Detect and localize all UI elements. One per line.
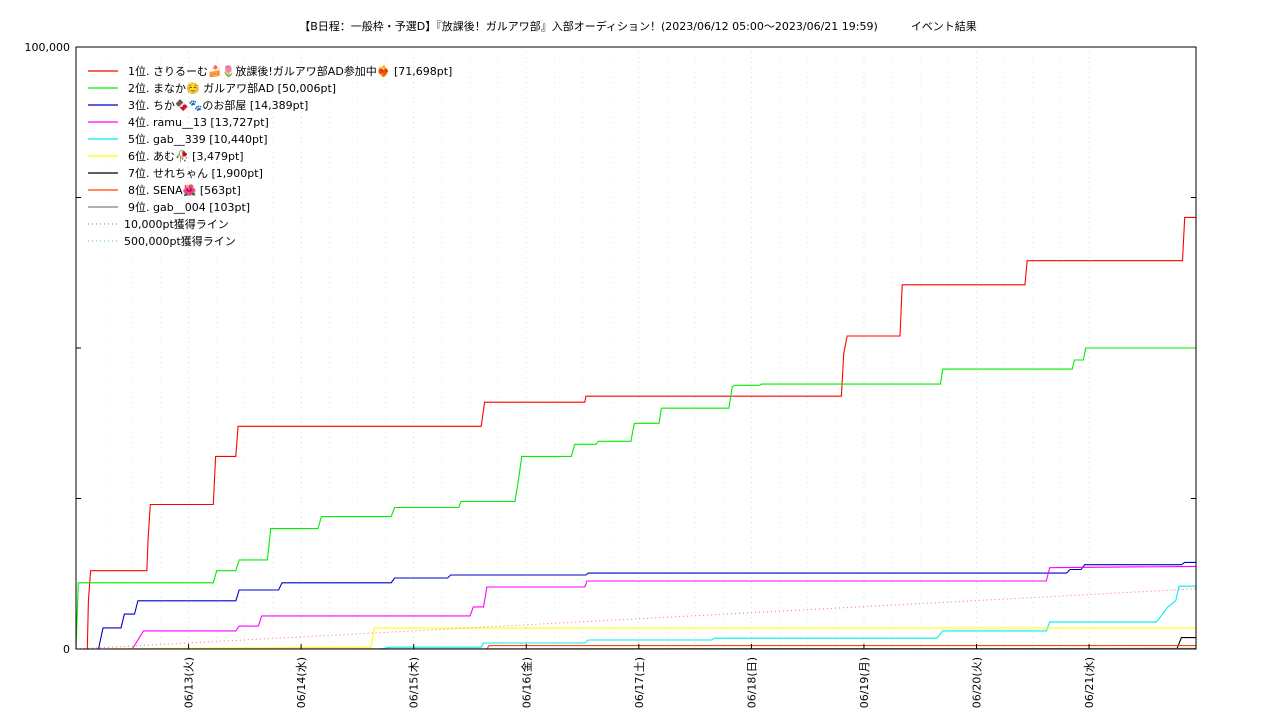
legend-label: 6位. あむ🥀 [3,479pt] [128, 149, 244, 163]
series-line-10 [75, 588, 1197, 650]
legend-label: 10,000pt獲得ライン [124, 218, 229, 231]
y-tick-top: 100,000 [25, 41, 71, 54]
legend-label: 1位. さりるーむ🍰🌷放課後!ガルアワ部AD参加中❤️‍🔥 [71,698pt] [128, 64, 452, 78]
x-tick-label: 06/16(金) [519, 657, 533, 708]
series-line-4 [131, 565, 1197, 650]
legend-label: 9位. gab__004 [103pt] [128, 200, 250, 214]
x-tick-label: 06/21(水) [1083, 657, 1096, 708]
series-group [75, 216, 1197, 650]
legend-label: 500,000pt獲得ライン [124, 235, 236, 248]
y-tick-bottom: 0 [63, 643, 70, 656]
x-tick-label: 06/17(土) [633, 657, 646, 708]
series-line-6 [104, 627, 1196, 650]
x-tick-label: 06/19(月) [858, 657, 871, 708]
legend: 1位. さりるーむ🍰🌷放課後!ガルアワ部AD参加中❤️‍🔥 [71,698pt]… [88, 64, 452, 248]
series-line-1 [86, 216, 1196, 650]
x-tick-label: 06/13(火) [183, 657, 196, 708]
x-tick-label: 06/20(火) [971, 657, 984, 708]
x-ticks: 06/13(火) 06/14(水) 06/15(木) 06/16(金) 06/17(土)… [183, 644, 1096, 708]
legend-label: 8位. SENA🌺 [563pt] [128, 183, 241, 197]
legend-label: 5位. gab__339 [10,440pt] [128, 132, 268, 146]
legend-label: 2位. まなか☺️ ガルアワ部AD [50,006pt] [128, 81, 336, 95]
legend-label: 4位. ramu__13 [13,727pt] [128, 115, 269, 129]
series-line-5 [379, 585, 1196, 650]
x-tick-label: 06/15(木) [408, 657, 421, 708]
legend-label: 3位. ちか🍫🐾のお部屋 [14,389pt] [128, 98, 308, 112]
legend-label: 7位. せれちゃん [1,900pt] [128, 166, 263, 180]
series-line-2 [75, 347, 1196, 650]
series-line-3 [97, 561, 1196, 650]
plot-frame [75, 46, 1197, 650]
chart-title: 【B日程：一般枠・予選D】『放課後！ガルアワ部』入部オーディション！(2023/… [299, 19, 977, 33]
x-tick-label: 06/14(水) [295, 657, 308, 708]
x-tick-label: 06/18(日) [745, 657, 758, 708]
